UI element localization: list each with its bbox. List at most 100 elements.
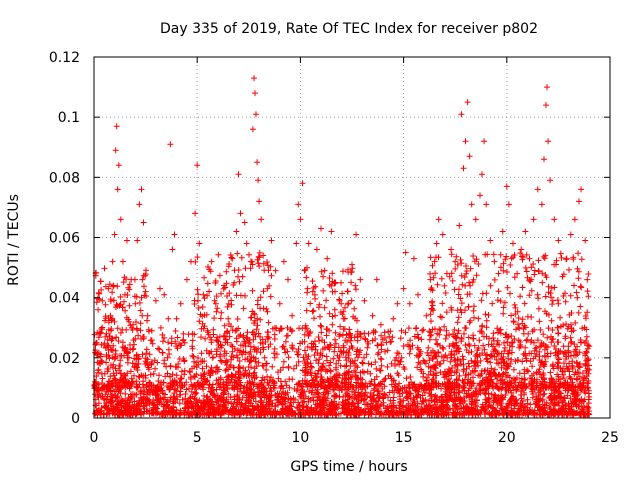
data-point — [398, 354, 405, 361]
data-point — [206, 381, 213, 388]
data-point — [215, 376, 222, 383]
data-point — [574, 376, 581, 383]
data-point — [238, 254, 245, 261]
data-point — [583, 333, 590, 340]
data-point — [417, 360, 424, 367]
data-point — [126, 318, 133, 325]
data-point — [507, 262, 514, 268]
data-point — [263, 366, 270, 373]
data-point — [146, 400, 153, 407]
data-point — [290, 365, 297, 372]
data-point — [456, 389, 463, 396]
data-point — [193, 390, 200, 396]
data-point — [563, 255, 570, 262]
data-point — [488, 341, 495, 348]
data-point — [499, 395, 506, 402]
data-point — [524, 336, 531, 343]
data-point — [560, 383, 567, 390]
data-point — [302, 266, 309, 273]
data-point — [327, 342, 334, 349]
data-point — [245, 403, 252, 409]
data-point — [429, 302, 436, 309]
data-point — [501, 359, 508, 366]
y-tick-label: 0.08 — [49, 170, 80, 186]
data-point — [384, 363, 391, 370]
data-point — [495, 270, 502, 277]
data-point — [462, 342, 469, 349]
data-point — [378, 342, 385, 349]
data-point — [433, 353, 440, 359]
data-point — [424, 349, 431, 356]
data-point — [562, 356, 569, 362]
data-point — [173, 315, 180, 322]
data-point — [456, 286, 462, 293]
data-point — [314, 350, 321, 356]
data-point — [554, 339, 561, 345]
data-point — [324, 343, 331, 350]
data-point — [372, 359, 379, 366]
data-point — [99, 297, 106, 304]
data-point — [556, 390, 563, 396]
data-point — [328, 282, 335, 289]
data-point — [240, 334, 247, 341]
data-point — [257, 399, 264, 406]
data-point — [466, 153, 473, 160]
data-point — [560, 405, 567, 412]
data-point — [130, 345, 137, 352]
data-point — [195, 297, 201, 304]
data-point — [214, 392, 221, 399]
data-point — [557, 393, 564, 400]
data-point — [345, 300, 352, 307]
data-point — [497, 298, 504, 305]
data-point — [152, 365, 159, 372]
data-point — [189, 352, 196, 359]
data-point — [406, 350, 413, 357]
data-point — [396, 408, 403, 415]
data-point — [420, 386, 427, 392]
data-point — [149, 340, 156, 347]
data-point — [272, 267, 279, 274]
data-point — [234, 250, 241, 257]
data-point — [243, 411, 250, 418]
data-point — [337, 323, 344, 330]
data-point — [549, 301, 556, 308]
data-point — [368, 361, 375, 368]
data-point — [133, 402, 140, 409]
data-point — [279, 406, 286, 413]
data-point — [448, 246, 455, 253]
data-point — [582, 363, 589, 369]
data-point — [440, 345, 447, 352]
data-point — [352, 362, 359, 369]
data-point — [494, 384, 501, 391]
data-point — [324, 255, 331, 262]
data-point — [458, 309, 465, 316]
data-point — [537, 326, 544, 333]
data-point — [584, 384, 591, 391]
data-point — [266, 377, 273, 384]
data-point — [207, 334, 214, 341]
data-point — [452, 265, 459, 272]
data-point — [325, 382, 332, 389]
data-point — [249, 126, 256, 133]
data-point — [181, 411, 188, 418]
data-point — [500, 353, 507, 360]
data-point — [484, 377, 491, 384]
data-point — [235, 407, 242, 414]
data-point — [254, 388, 261, 395]
data-point — [133, 360, 139, 367]
data-point — [463, 390, 470, 397]
data-point — [438, 385, 445, 392]
data-point — [239, 273, 246, 280]
x-tick-label: 5 — [193, 430, 202, 446]
data-point — [555, 347, 562, 354]
data-point — [202, 376, 208, 383]
data-point — [340, 409, 347, 416]
data-point — [271, 336, 278, 342]
data-point — [109, 364, 116, 371]
data-point — [460, 384, 467, 391]
data-point — [225, 400, 232, 406]
data-point — [559, 365, 566, 372]
data-point — [456, 222, 463, 229]
data-point — [172, 411, 179, 418]
data-point — [351, 334, 358, 341]
